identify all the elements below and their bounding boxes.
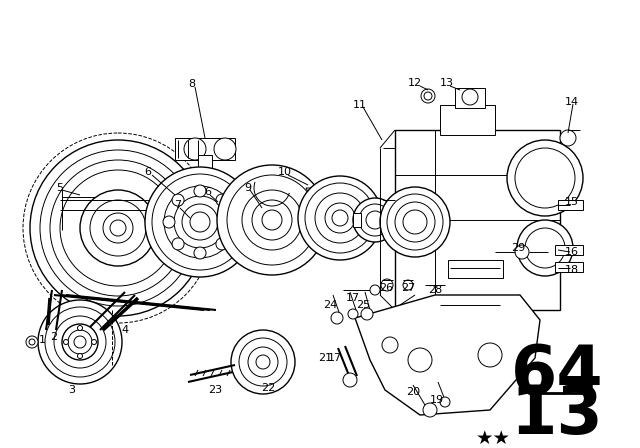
Circle shape	[381, 279, 393, 291]
Text: 17: 17	[346, 293, 360, 303]
Circle shape	[174, 196, 226, 248]
Polygon shape	[355, 295, 540, 415]
Text: 12: 12	[408, 78, 422, 88]
Text: 13: 13	[440, 78, 454, 88]
Text: 7: 7	[175, 200, 182, 210]
Text: 10: 10	[278, 167, 292, 177]
Text: 22: 22	[261, 383, 275, 393]
Circle shape	[517, 220, 573, 276]
Text: 28: 28	[428, 285, 442, 295]
Bar	[198, 155, 212, 175]
Circle shape	[408, 348, 432, 372]
Text: 9: 9	[244, 183, 252, 193]
Circle shape	[194, 247, 206, 259]
Circle shape	[242, 190, 302, 250]
Circle shape	[62, 324, 98, 360]
Text: 6: 6	[145, 167, 152, 177]
Bar	[393, 213, 401, 227]
Bar	[175, 138, 235, 160]
Text: 20: 20	[406, 387, 420, 397]
Bar	[448, 260, 503, 278]
Circle shape	[440, 397, 450, 407]
Circle shape	[184, 138, 206, 160]
Circle shape	[216, 238, 228, 250]
Circle shape	[231, 330, 295, 394]
Circle shape	[298, 176, 382, 260]
Text: 14: 14	[565, 97, 579, 107]
Circle shape	[80, 190, 156, 266]
Text: ★★: ★★	[476, 428, 511, 448]
Circle shape	[380, 187, 450, 257]
Text: 1: 1	[38, 335, 45, 345]
Bar	[555, 245, 583, 255]
Circle shape	[92, 340, 97, 345]
Circle shape	[331, 312, 343, 324]
Circle shape	[348, 309, 358, 319]
Circle shape	[172, 238, 184, 250]
Text: 23: 23	[208, 385, 222, 395]
Circle shape	[194, 185, 206, 197]
Bar	[455, 88, 485, 108]
Circle shape	[216, 194, 228, 206]
Circle shape	[370, 285, 380, 295]
Circle shape	[507, 140, 583, 216]
Text: 19: 19	[430, 395, 444, 405]
Text: 3: 3	[68, 385, 76, 395]
Text: 26: 26	[379, 283, 393, 293]
Text: 27: 27	[401, 283, 415, 293]
Circle shape	[423, 403, 437, 417]
Circle shape	[214, 138, 236, 160]
Circle shape	[26, 336, 38, 348]
Circle shape	[145, 167, 255, 277]
Circle shape	[225, 216, 237, 228]
Circle shape	[77, 326, 83, 331]
Text: 6: 6	[205, 187, 211, 197]
Bar	[395, 130, 560, 310]
Text: 24: 24	[323, 300, 337, 310]
Text: 17: 17	[328, 353, 342, 363]
Circle shape	[29, 339, 35, 345]
Circle shape	[77, 353, 83, 358]
Circle shape	[421, 89, 435, 103]
Text: 21: 21	[318, 353, 332, 363]
Circle shape	[30, 140, 206, 316]
Circle shape	[382, 337, 398, 353]
Bar	[440, 105, 495, 135]
Circle shape	[462, 89, 478, 105]
Text: 64: 64	[511, 342, 604, 408]
Bar	[558, 200, 583, 210]
Text: 2: 2	[51, 332, 58, 342]
Circle shape	[403, 280, 413, 290]
Text: 16: 16	[565, 247, 579, 257]
Circle shape	[343, 373, 357, 387]
Text: 4: 4	[122, 325, 129, 335]
Circle shape	[353, 198, 397, 242]
Circle shape	[478, 343, 502, 367]
Circle shape	[515, 245, 529, 259]
Bar	[555, 262, 583, 272]
Circle shape	[63, 340, 68, 345]
Text: 15: 15	[565, 197, 579, 207]
Text: 11: 11	[353, 100, 367, 110]
Circle shape	[38, 300, 122, 384]
Text: 25: 25	[356, 300, 370, 310]
Circle shape	[110, 220, 126, 236]
Circle shape	[163, 216, 175, 228]
Text: 29: 29	[511, 243, 525, 253]
Circle shape	[217, 165, 327, 275]
Circle shape	[560, 130, 576, 146]
Text: 18: 18	[565, 265, 579, 275]
Text: 8: 8	[188, 79, 196, 89]
Bar	[353, 213, 361, 227]
Circle shape	[172, 194, 184, 206]
Circle shape	[103, 213, 133, 243]
Text: 5: 5	[56, 183, 63, 193]
Text: 13: 13	[511, 382, 604, 448]
Circle shape	[361, 308, 373, 320]
